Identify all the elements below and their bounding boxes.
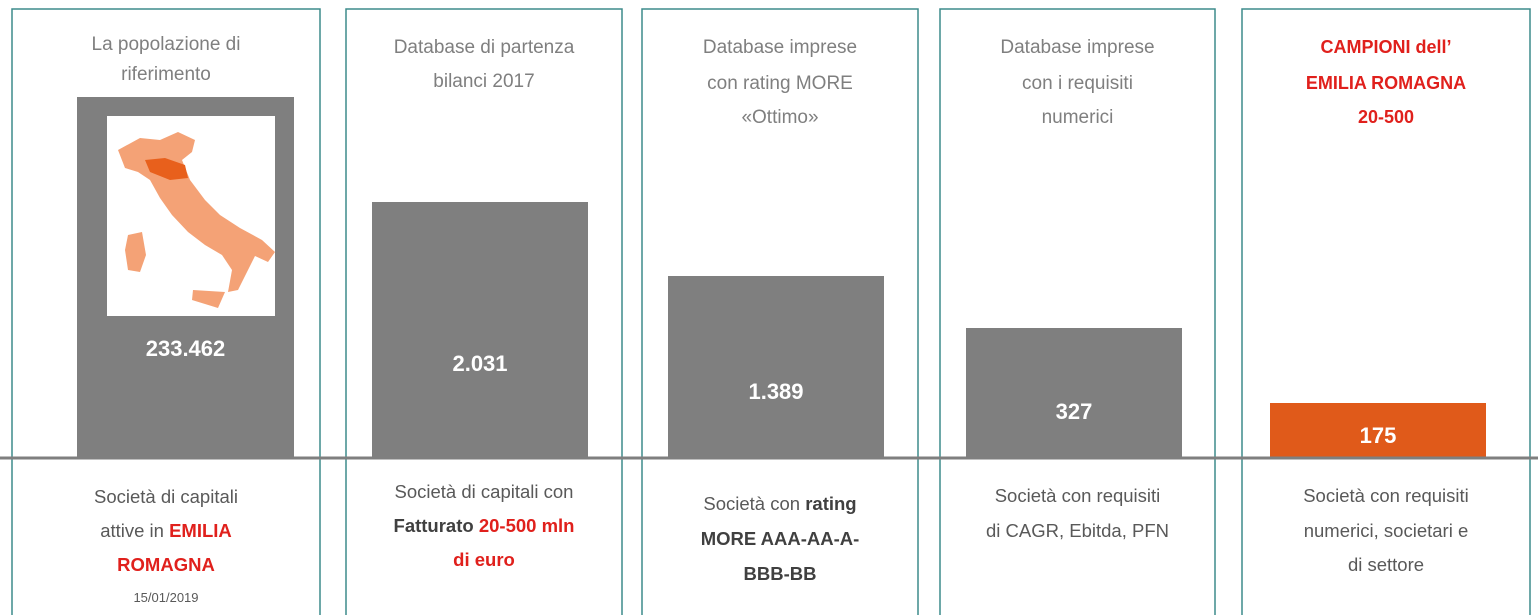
description-text: Società di capitali con [395,481,574,502]
panel-title: Database di partenza [394,37,575,58]
description-text: Fatturato [394,515,479,536]
bar-value: 1.389 [748,379,803,404]
emilia-romagna [145,158,188,180]
bar-value: 233.462 [146,336,226,361]
description-line: Società con rating [703,493,856,514]
description-text: ROMAGNA [117,554,215,575]
description-text: numerici, societari e [1304,520,1469,541]
panel-title: con rating MORE [707,73,853,94]
panel-title: La popolazione di [92,34,241,55]
panel-frame [345,8,623,615]
bar-value: 175 [1360,423,1397,448]
panel-frame [641,8,919,615]
description-line: attive in EMILIA [100,520,232,541]
description-text: attive in [100,520,169,541]
description-text: 20-500 mln [479,515,575,536]
description-text: EMILIA [169,520,232,541]
description-text: di CAGR, Ebitda, PFN [986,520,1169,541]
bar [372,202,588,458]
description-line: numerici, societari e [1304,520,1469,541]
description-text: 15/01/2019 [133,590,198,605]
description-line: Società di capitali [94,486,238,507]
bar [1270,403,1486,458]
description-text: BBB-BB [744,563,817,584]
panel-title: con i requisiti [1022,73,1133,94]
panel-title: numerici [1042,107,1114,128]
description-line: ROMAGNA [117,554,215,575]
description-line: Società con requisiti [1303,485,1469,506]
italy-map [107,116,275,316]
description-line: BBB-BB [744,563,817,584]
description-text: Società di capitali [94,486,238,507]
panel-title: Database imprese [1000,37,1154,58]
description-text: rating [805,493,856,514]
description-line: Società di capitali con [395,481,574,502]
panel-title: EMILIA ROMAGNA [1306,73,1466,93]
panel-title: «Ottimo» [741,107,818,128]
description-text: Società con requisiti [1303,485,1469,506]
bar-value: 327 [1056,399,1093,424]
panel-title: CAMPIONI dell’ [1320,37,1451,57]
description-line: di settore [1348,554,1424,575]
panel-frame [939,8,1216,615]
sardinia [125,232,146,272]
panel-title: Database imprese [703,37,857,58]
description-line: Fatturato 20-500 mln [394,515,575,536]
panel-title: riferimento [121,64,211,85]
description-line: di CAGR, Ebitda, PFN [986,520,1169,541]
description-line: 15/01/2019 [133,590,198,605]
description-text: di euro [453,549,515,570]
description-line: Società con requisiti [995,485,1161,506]
description-line: MORE AAA-AA-A- [701,528,860,549]
bar [668,276,884,458]
sicily [192,290,225,308]
description-text: Società con requisiti [995,485,1161,506]
bar [966,328,1182,458]
description-text: di settore [1348,554,1424,575]
description-text: Società con [703,493,805,514]
bar-value: 2.031 [452,351,507,376]
panel-title: bilanci 2017 [433,71,534,92]
panel-frame [11,8,321,615]
panel-title: 20-500 [1358,107,1414,127]
description-line: di euro [453,549,515,570]
panel-frame [1241,8,1531,615]
description-text: MORE AAA-AA-A- [701,528,860,549]
